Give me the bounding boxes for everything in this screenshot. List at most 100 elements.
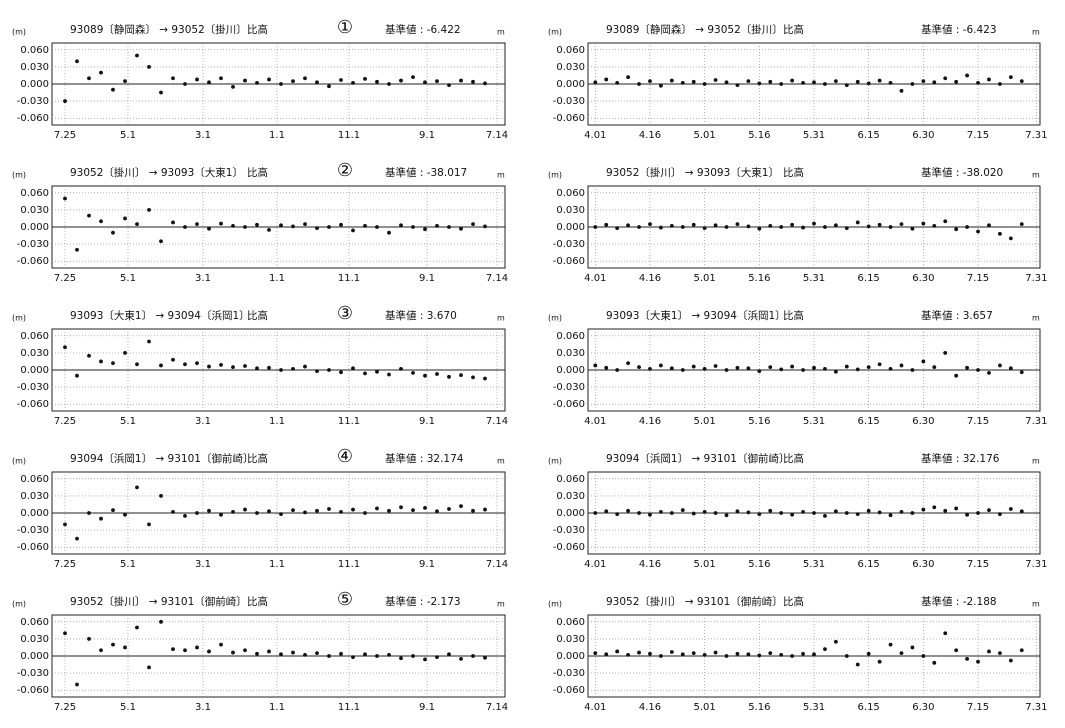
data-point — [615, 226, 620, 231]
unit: m — [1032, 457, 1040, 466]
y-unit: (m) — [12, 28, 26, 37]
data-point — [279, 368, 283, 372]
y-unit: (m) — [548, 314, 562, 323]
data-point — [231, 223, 235, 228]
data-point — [351, 366, 355, 371]
data-point — [659, 225, 663, 230]
data-point — [111, 230, 115, 235]
data-point — [954, 648, 959, 653]
data-point — [459, 78, 463, 83]
data-point — [593, 511, 598, 515]
x-tick-label: 11.1 — [338, 702, 360, 713]
data-point — [746, 510, 751, 515]
x-tick-label: 4.01 — [584, 273, 606, 284]
data-point — [779, 82, 784, 86]
data-point — [279, 223, 283, 228]
chart-panel: (m) 93094〔浜岡1〕 → 93101〔御前崎〕比高 基準値 : 32.176… — [548, 452, 1047, 570]
reference-value: 基準値 : 32.176 — [921, 452, 1000, 465]
reference-value: 基準値 : 3.670 — [385, 309, 457, 322]
data-point — [279, 512, 283, 517]
data-point — [976, 368, 980, 372]
y-tick-label: 0.000 — [20, 365, 49, 376]
data-point — [315, 508, 319, 513]
y-unit: (m) — [548, 600, 562, 609]
data-point — [459, 656, 463, 661]
data-point — [171, 357, 175, 362]
data-point — [965, 225, 969, 229]
data-point — [171, 76, 175, 81]
data-point — [315, 80, 319, 85]
data-point — [604, 652, 609, 657]
data-point — [243, 364, 247, 368]
reference-value: 基準値 : 3.657 — [921, 309, 993, 322]
data-point — [243, 78, 247, 83]
data-point — [291, 224, 295, 229]
data-point — [435, 372, 439, 376]
reference-value: 基準値 : -6.422 — [385, 23, 461, 36]
data-point — [833, 639, 838, 644]
x-tick-label: 7.15 — [967, 416, 989, 427]
data-point — [411, 508, 415, 513]
data-point — [746, 366, 751, 371]
chart-title: 93052〔掛川〕 → 93093〔大東1〕 — [70, 166, 243, 179]
data-point — [659, 509, 663, 514]
data-point — [1019, 509, 1024, 514]
chart-title: 93093〔大東1〕 → 93094〔浜岡1〕 — [606, 309, 786, 322]
data-point — [833, 79, 838, 84]
x-tick-label: 5.1 — [120, 559, 136, 570]
y-unit: (m) — [548, 171, 562, 180]
data-point — [63, 196, 67, 201]
data-point — [691, 651, 696, 656]
data-point — [219, 221, 223, 226]
data-point — [637, 650, 641, 655]
data-point — [471, 79, 475, 84]
unit: m — [1032, 314, 1040, 323]
data-point — [75, 536, 79, 541]
data-point — [735, 651, 740, 656]
x-tick-label: 7.31 — [1025, 416, 1047, 427]
data-point — [231, 84, 235, 89]
unit: m — [497, 600, 505, 609]
data-point — [823, 513, 827, 518]
data-point — [801, 651, 805, 656]
unit: m — [497, 28, 505, 37]
data-point — [746, 224, 751, 229]
data-point — [757, 81, 762, 86]
data-point — [207, 364, 211, 369]
y-tick-label: 0.030 — [20, 205, 49, 216]
data-point — [303, 76, 307, 81]
data-point — [604, 77, 609, 82]
data-point — [713, 650, 718, 655]
x-tick-label: 6.15 — [858, 416, 880, 427]
data-point — [303, 652, 307, 657]
data-point — [147, 522, 151, 527]
data-point — [877, 510, 882, 515]
x-tick-label: 6.15 — [858, 130, 880, 141]
data-point — [669, 511, 674, 515]
data-point — [99, 219, 103, 224]
x-tick-label: 4.16 — [639, 559, 661, 570]
y-tick-label: 0.030 — [20, 491, 49, 502]
data-point — [231, 509, 235, 514]
data-point — [713, 511, 718, 515]
data-point — [87, 76, 91, 81]
data-point — [910, 82, 915, 86]
data-point — [147, 65, 151, 69]
data-point — [231, 650, 235, 655]
data-point — [291, 508, 295, 513]
data-point — [159, 239, 163, 244]
data-point — [943, 76, 948, 81]
data-point — [471, 654, 475, 658]
data-point — [183, 362, 187, 367]
data-point — [483, 81, 487, 86]
quantity: 比高 — [783, 166, 804, 179]
y-tick-label: 0.060 — [556, 474, 585, 485]
data-point — [812, 221, 816, 226]
data-point — [910, 645, 915, 650]
data-point — [790, 512, 795, 517]
data-point — [965, 512, 969, 517]
y-tick-label: -0.060 — [17, 542, 49, 553]
x-tick-label: 7.14 — [486, 416, 508, 427]
data-point — [680, 225, 685, 229]
x-tick-label: 5.31 — [803, 416, 825, 427]
